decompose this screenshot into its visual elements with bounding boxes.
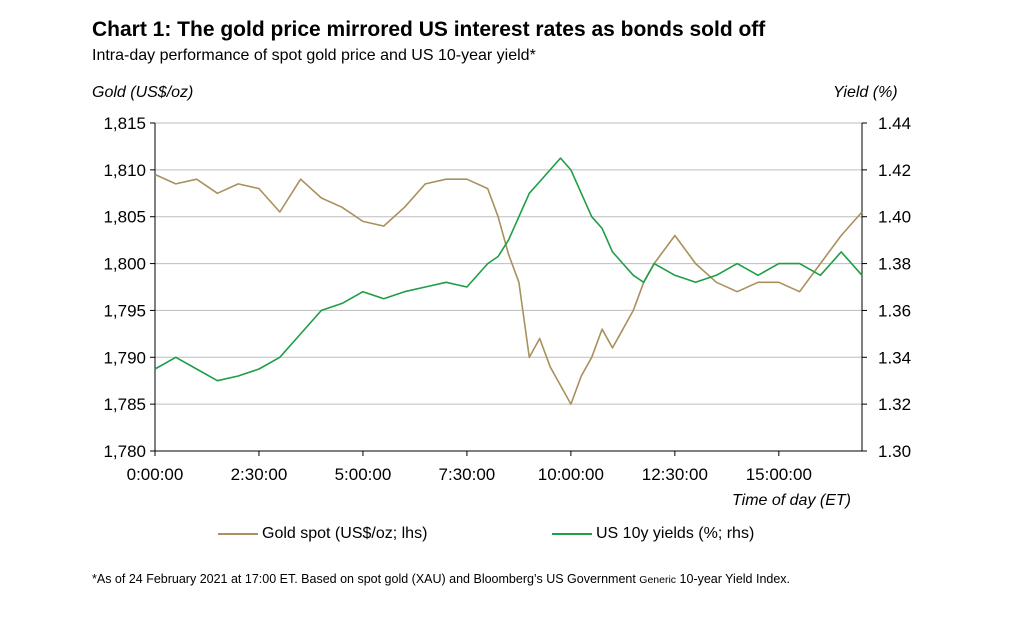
y-tick-label-right: 1.40 bbox=[878, 208, 911, 227]
y-tick-label-right: 1.30 bbox=[878, 442, 911, 461]
y-tick-label-left: 1,790 bbox=[103, 348, 146, 367]
legend-swatch-yield bbox=[552, 533, 592, 535]
footnote-text-2: 10-year Yield Index. bbox=[676, 572, 791, 586]
footnote: *As of 24 February 2021 at 17:00 ET. Bas… bbox=[92, 571, 912, 589]
y-tick-label-left: 1,805 bbox=[103, 208, 146, 227]
us-10y-yield-line bbox=[154, 157, 863, 382]
x-tick-label: 5:00:00 bbox=[335, 465, 392, 484]
y-tick-label-right: 1.32 bbox=[878, 395, 911, 414]
y-tick-label-left: 1,810 bbox=[103, 161, 146, 180]
y-tick-label-right: 1.36 bbox=[878, 301, 911, 320]
x-axis-label: Time of day (ET) bbox=[732, 492, 851, 509]
x-tick-label: 7:30:00 bbox=[439, 465, 496, 484]
y-tick-label-left: 1,795 bbox=[103, 301, 146, 320]
legend-label-gold: Gold spot (US$/oz; lhs) bbox=[262, 525, 428, 542]
legend-item-gold: Gold spot (US$/oz; lhs) bbox=[218, 525, 427, 543]
y-axis-left-label: Gold (US$/oz) bbox=[92, 84, 194, 101]
footnote-text-1: *As of 24 February 2021 at 17:00 ET. Bas… bbox=[92, 572, 640, 586]
y-tick-label-left: 1,785 bbox=[103, 395, 146, 414]
y-tick-label-right: 1.42 bbox=[878, 161, 911, 180]
y-tick-label-left: 1,800 bbox=[103, 255, 146, 274]
y-tick-label-left: 1,780 bbox=[103, 442, 146, 461]
y-tick-label-right: 1.38 bbox=[878, 255, 911, 274]
x-tick-label: 15:00:00 bbox=[746, 465, 812, 484]
x-tick-label: 12:30:00 bbox=[642, 465, 708, 484]
y-tick-label-left: 1,815 bbox=[103, 114, 146, 133]
y-tick-label-right: 1.34 bbox=[878, 348, 911, 367]
y-axis-right-label: Yield (%) bbox=[833, 84, 898, 101]
x-tick-label: 2:30:00 bbox=[231, 465, 288, 484]
x-tick-label: 0:00:00 bbox=[127, 465, 184, 484]
chart-subtitle: Intra-day performance of spot gold price… bbox=[92, 47, 536, 64]
x-tick-label: 10:00:00 bbox=[538, 465, 604, 484]
gold-spot-line bbox=[154, 173, 863, 405]
legend-swatch-gold bbox=[218, 533, 258, 535]
legend-label-yield: US 10y yields (%; rhs) bbox=[596, 525, 755, 542]
footnote-text-small: Generic bbox=[639, 574, 677, 586]
chart-title: Chart 1: The gold price mirrored US inte… bbox=[92, 18, 766, 41]
y-tick-label-right: 1.44 bbox=[878, 114, 911, 133]
legend-item-yield: US 10y yields (%; rhs) bbox=[552, 525, 754, 543]
